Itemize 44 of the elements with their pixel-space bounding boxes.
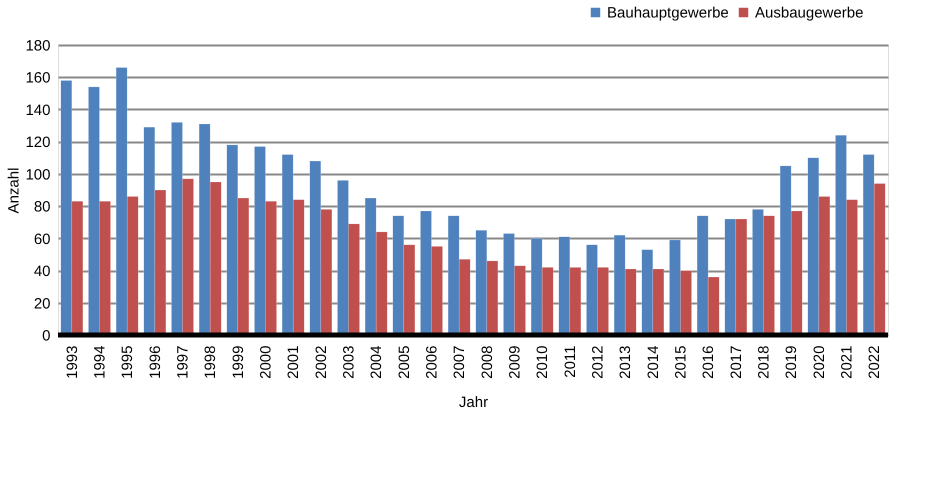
x-tick-label: 2018 [756,346,772,379]
x-tick-label: 2022 [866,346,884,379]
x-tick-label: 1996 [146,346,164,379]
x-axis-title: Jahr [458,394,488,411]
y-tick-label: 160 [25,70,50,87]
x-tick-label: 2010 [534,346,552,379]
y-tick-label: 20 [34,295,50,312]
y-axis-title: Anzahl [5,168,22,214]
x-tick-label: 2000 [258,346,274,379]
x-tick-label: 2002 [312,346,330,379]
x-tick-label: 2019 [783,346,800,379]
x-tick-label: 2020 [810,346,828,379]
x-tick-label: 2005 [396,346,413,379]
y-tick-label: 100 [25,166,50,184]
y-tick-label: 140 [25,102,50,119]
y-tick-label: 40 [34,263,50,280]
x-tick-label: 1995 [119,346,136,379]
legend-label: Ausbaugewerbe [755,4,864,22]
x-tick-label: 2012 [590,346,606,379]
x-tick-label: 1999 [230,346,247,379]
x-tick-label: 2006 [424,346,440,379]
legend-label: Bauhauptgewerbe [607,4,729,22]
y-tick-label: 80 [34,198,50,216]
x-tick-label: 2009 [506,346,524,379]
x-tick-label: 1994 [92,346,108,379]
x-tick-label: 2011 [562,346,579,378]
x-tick-label: 2015 [672,346,690,379]
x-tick-label: 2014 [644,346,662,379]
x-tick-label: 2013 [617,346,634,379]
x-tick-label: 1998 [202,346,220,379]
x-tick-label: 2003 [340,346,358,379]
y-tick-label: 60 [34,230,50,248]
x-tick-label: 2017 [728,346,745,379]
x-tick-label: 2001 [285,346,302,379]
x-tick-label: 2016 [700,346,718,379]
x-tick-label: 1997 [174,346,192,379]
x-tick-label: 2007 [451,346,468,379]
y-tick-label: 120 [25,134,50,152]
x-tick-label: 2021 [838,346,856,379]
x-tick-label: 1993 [64,346,81,379]
y-tick-label: 0 [42,328,50,344]
x-tick-label: 2008 [478,346,496,379]
y-tick-label: 180 [25,38,50,54]
x-tick-label: 2004 [368,346,386,379]
